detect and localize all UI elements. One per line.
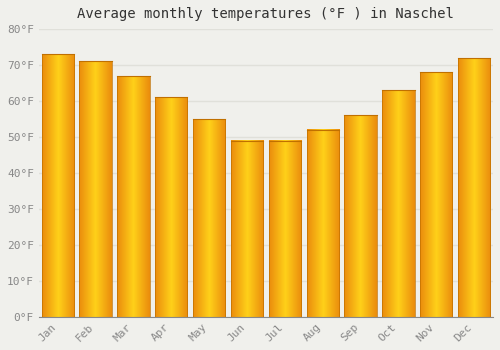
Title: Average monthly temperatures (°F ) in Naschel: Average monthly temperatures (°F ) in Na… [78,7,454,21]
